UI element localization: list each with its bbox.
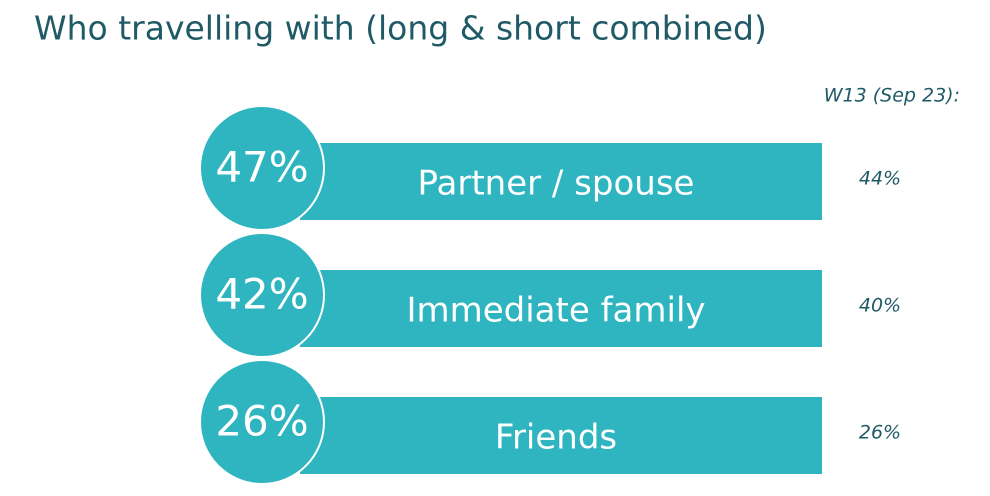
label: Immediate family xyxy=(406,291,705,331)
share: 42% xyxy=(215,270,308,319)
bar xyxy=(300,397,822,474)
badge xyxy=(199,105,325,231)
share: 47% xyxy=(215,143,308,192)
bar xyxy=(300,270,822,347)
title: Who travelling with (long & short combin… xyxy=(34,9,767,48)
previous: 40% xyxy=(859,295,901,317)
label: Partner / spouse xyxy=(418,164,695,204)
previous: 44% xyxy=(859,168,901,190)
badge xyxy=(199,359,325,485)
previous: 26% xyxy=(859,422,901,444)
bar xyxy=(300,143,822,220)
share: 26% xyxy=(215,397,308,446)
label: Friends xyxy=(495,418,617,458)
comparison-label: W13 (Sep 23): xyxy=(824,85,960,107)
badge xyxy=(199,232,325,358)
